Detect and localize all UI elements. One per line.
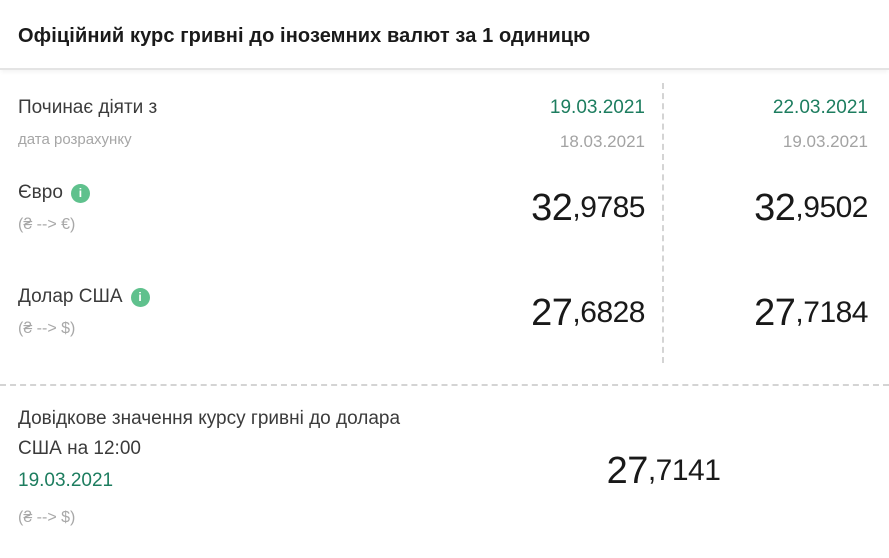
rate-value-euro-col1: 32,9785: [438, 160, 663, 256]
currency-label-cell: Долар США i (₴ --> $): [0, 256, 438, 370]
table-header-row: Починає діяти з дата розрахунку 19.03.20…: [0, 70, 889, 160]
reference-title: Довідкове значення курсу гривні до долар…: [18, 408, 401, 459]
section-divider: [0, 384, 889, 386]
header-sublabel: дата розрахунку: [18, 131, 132, 148]
rate-frac: ,9502: [795, 191, 868, 224]
reference-info: Довідкове значення курсу гривні до долар…: [0, 386, 438, 556]
currency-row-usd: Долар США i (₴ --> $) 27,6828 27,7184: [0, 256, 889, 370]
info-icon[interactable]: i: [130, 287, 150, 307]
info-icon[interactable]: i: [70, 183, 90, 203]
reference-section: Довідкове значення курсу гривні до долар…: [0, 386, 889, 556]
currency-label-cell: Євро i (₴ --> €): [0, 160, 438, 256]
rate-frac: ,6828: [572, 296, 645, 329]
currency-name-label: Євро: [18, 182, 63, 203]
title-bar: Офіційний курс гривні до іноземних валют…: [0, 0, 889, 70]
effective-date-col1: 19.03.2021: [549, 97, 645, 118]
currency-name: Долар США i: [18, 286, 438, 308]
calculation-date-col1: 18.03.2021: [559, 132, 645, 151]
rates-table: Починає діяти з дата розрахунку 19.03.20…: [0, 70, 889, 370]
header-dates-col1: 19.03.2021 18.03.2021: [438, 97, 663, 160]
reference-pair: (₴ --> $): [18, 509, 76, 526]
calculation-date-col2: 19.03.2021: [782, 132, 868, 151]
rate-value-euro-col2: 32,9502: [663, 160, 889, 256]
reference-date: 19.03.2021: [18, 470, 114, 491]
rate-value-usd-col2: 27,7184: [663, 256, 889, 370]
rate-int: 27: [531, 291, 573, 334]
rate-frac: ,7141: [647, 454, 721, 487]
rate-frac: ,9785: [572, 191, 645, 224]
rate-value-usd-col1: 27,6828: [438, 256, 663, 370]
currency-name-label: Долар США: [18, 286, 123, 307]
rate-int: 27: [606, 449, 649, 492]
currency-pair-label: (₴ --> €): [18, 216, 76, 233]
column-divider: [662, 83, 664, 363]
header-label: Починає діяти з: [18, 97, 158, 118]
header-dates-col2: 22.03.2021 19.03.2021: [663, 97, 889, 160]
rate-frac: ,7184: [795, 296, 868, 329]
effective-date-col2: 22.03.2021: [772, 97, 868, 118]
currency-name: Євро i: [18, 182, 438, 204]
page-title: Офіційний курс гривні до іноземних валют…: [18, 24, 591, 47]
currency-pair-label: (₴ --> $): [18, 320, 76, 337]
rate-int: 32: [531, 186, 573, 229]
currency-row-euro: Євро i (₴ --> €) 32,9785 32,9502: [0, 160, 889, 256]
header-label-cell: Починає діяти з дата розрахунку: [0, 97, 438, 160]
rate-int: 27: [754, 291, 796, 334]
reference-value: 27,7141: [438, 386, 889, 556]
rate-int: 32: [754, 186, 796, 229]
